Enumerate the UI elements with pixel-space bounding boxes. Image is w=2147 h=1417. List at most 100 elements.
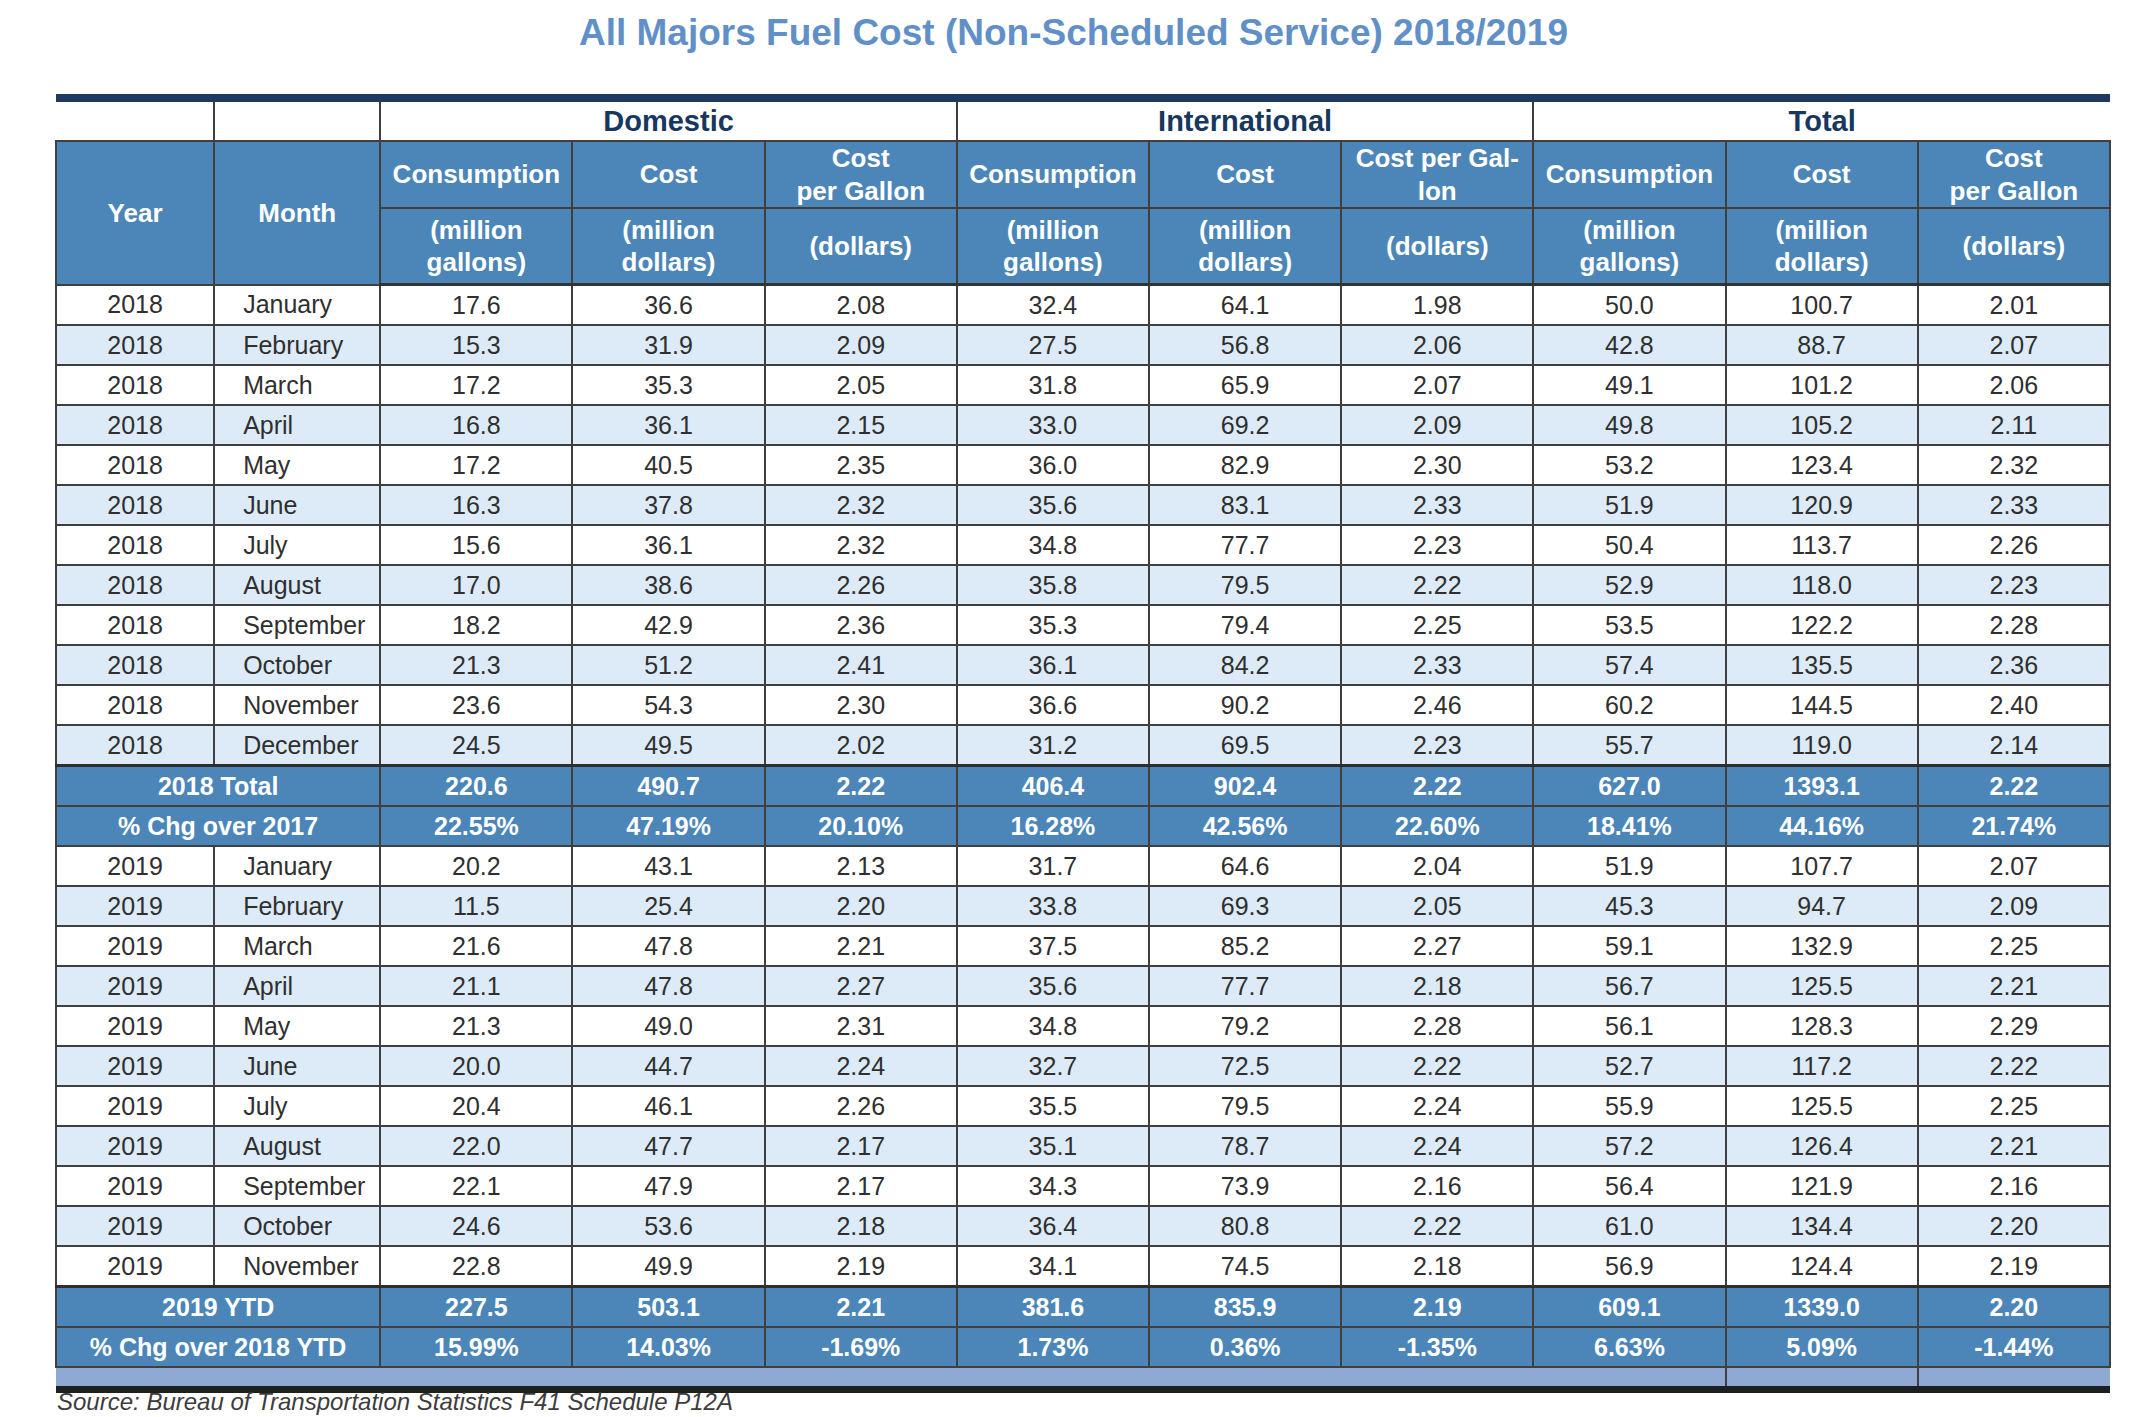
value-cell: 24.5	[380, 725, 572, 766]
value-cell: 627.0	[1533, 766, 1725, 807]
value-cell: 2.40	[1918, 685, 2110, 725]
value-cell: 122.2	[1726, 605, 1918, 645]
value-cell: 35.6	[957, 966, 1149, 1006]
value-cell: 60.2	[1533, 685, 1725, 725]
value-cell: 31.9	[572, 325, 764, 365]
value-cell: 69.2	[1149, 405, 1341, 445]
value-cell: 2.06	[1918, 365, 2110, 405]
value-cell: 113.7	[1726, 525, 1918, 565]
value-cell: 2.18	[765, 1206, 957, 1246]
value-cell: 51.2	[572, 645, 764, 685]
value-cell: 2.33	[1341, 645, 1533, 685]
value-cell: 2.32	[765, 525, 957, 565]
summary-label: 2019 YTD	[56, 1287, 380, 1328]
value-cell: 2.27	[1341, 926, 1533, 966]
value-cell: 36.6	[957, 685, 1149, 725]
footer-band-segment	[56, 1367, 1726, 1390]
value-cell: 18.41%	[1533, 806, 1725, 846]
table-row: 2019May21.349.02.3134.879.22.2856.1128.3…	[56, 1006, 2110, 1046]
value-cell: 2.36	[765, 605, 957, 645]
value-cell: 47.19%	[572, 806, 764, 846]
value-cell: 2.09	[1918, 886, 2110, 926]
column-header-international-cost-per-gallon: Cost per Gal- lon	[1341, 141, 1533, 208]
value-cell: 79.2	[1149, 1006, 1341, 1046]
month-cell: August	[214, 565, 380, 605]
value-cell: 100.7	[1726, 285, 1918, 326]
month-cell: November	[214, 685, 380, 725]
value-cell: 1.73%	[957, 1327, 1149, 1367]
value-cell: 32.4	[957, 285, 1149, 326]
value-cell: 24.6	[380, 1206, 572, 1246]
value-cell: -1.35%	[1341, 1327, 1533, 1367]
value-cell: 21.3	[380, 1006, 572, 1046]
value-cell: 119.0	[1726, 725, 1918, 766]
value-cell: 49.9	[572, 1246, 764, 1287]
value-cell: 52.7	[1533, 1046, 1725, 1086]
value-cell: 2.23	[1341, 725, 1533, 766]
value-cell: 47.8	[572, 966, 764, 1006]
value-cell: 72.5	[1149, 1046, 1341, 1086]
value-cell: 22.60%	[1341, 806, 1533, 846]
summary-label: % Chg over 2017	[56, 806, 380, 846]
table-row: 2018December24.549.52.0231.269.52.2355.7…	[56, 725, 2110, 766]
value-cell: 2.33	[1341, 485, 1533, 525]
value-cell: 50.4	[1533, 525, 1725, 565]
value-cell: 38.6	[572, 565, 764, 605]
value-cell: 2.09	[765, 325, 957, 365]
value-cell: 2.09	[1341, 405, 1533, 445]
value-cell: 47.7	[572, 1126, 764, 1166]
value-cell: 117.2	[1726, 1046, 1918, 1086]
column-header-total-consumption: Consumption	[1533, 141, 1725, 208]
value-cell: 82.9	[1149, 445, 1341, 485]
table-row: 2018February15.331.92.0927.556.82.0642.8…	[56, 325, 2110, 365]
value-cell: 2.25	[1341, 605, 1533, 645]
value-cell: 2.19	[1341, 1287, 1533, 1328]
footer-band	[56, 1367, 2110, 1390]
column-header-year: Year	[56, 141, 214, 285]
value-cell: 56.1	[1533, 1006, 1725, 1046]
value-cell: 37.5	[957, 926, 1149, 966]
value-cell: 220.6	[380, 766, 572, 807]
value-cell: 79.5	[1149, 565, 1341, 605]
value-cell: 503.1	[572, 1287, 764, 1328]
month-cell: June	[214, 485, 380, 525]
column-header-domestic-consumption: Consumption	[380, 141, 572, 208]
value-cell: 53.2	[1533, 445, 1725, 485]
table-row: 2018July15.636.12.3234.877.72.2350.4113.…	[56, 525, 2110, 565]
year-cell: 2018	[56, 645, 214, 685]
value-cell: 34.1	[957, 1246, 1149, 1287]
value-cell: 2.35	[765, 445, 957, 485]
value-cell: 59.1	[1533, 926, 1725, 966]
column-unit: (million gallons)	[380, 208, 572, 285]
value-cell: 23.6	[380, 685, 572, 725]
value-cell: 36.0	[957, 445, 1149, 485]
table-row: 2018September18.242.92.3635.379.42.2553.…	[56, 605, 2110, 645]
value-cell: 74.5	[1149, 1246, 1341, 1287]
table-row: 2018August17.038.62.2635.879.52.2252.911…	[56, 565, 2110, 605]
value-cell: 2.33	[1918, 485, 2110, 525]
month-cell: July	[214, 1086, 380, 1126]
table-row: 2018June16.337.82.3235.683.12.3351.9120.…	[56, 485, 2110, 525]
group-header-total: Total	[1533, 98, 2110, 141]
table-row: 2018April16.836.12.1533.069.22.0949.8105…	[56, 405, 2110, 445]
value-cell: 18.2	[380, 605, 572, 645]
value-cell: 2.23	[1341, 525, 1533, 565]
value-cell: 22.8	[380, 1246, 572, 1287]
group-header-row: Domestic International Total	[56, 98, 2110, 141]
value-cell: 79.4	[1149, 605, 1341, 645]
value-cell: 2.19	[1918, 1246, 2110, 1287]
value-cell: 2.05	[1341, 886, 1533, 926]
value-cell: 57.4	[1533, 645, 1725, 685]
value-cell: 2.22	[765, 766, 957, 807]
value-cell: 88.7	[1726, 325, 1918, 365]
value-cell: 2.18	[1341, 1246, 1533, 1287]
column-header-total-cost-per-gallon: Cost per Gallon	[1918, 141, 2110, 208]
value-cell: 35.6	[957, 485, 1149, 525]
value-cell: 2.29	[1918, 1006, 2110, 1046]
summary-row: % Chg over 201722.55%47.19%20.10%16.28%4…	[56, 806, 2110, 846]
value-cell: 2.07	[1918, 325, 2110, 365]
value-cell: 126.4	[1726, 1126, 1918, 1166]
source-note: Source: Bureau of Transportation Statist…	[57, 1388, 733, 1416]
group-header-domestic: Domestic	[380, 98, 957, 141]
year-cell: 2019	[56, 1086, 214, 1126]
